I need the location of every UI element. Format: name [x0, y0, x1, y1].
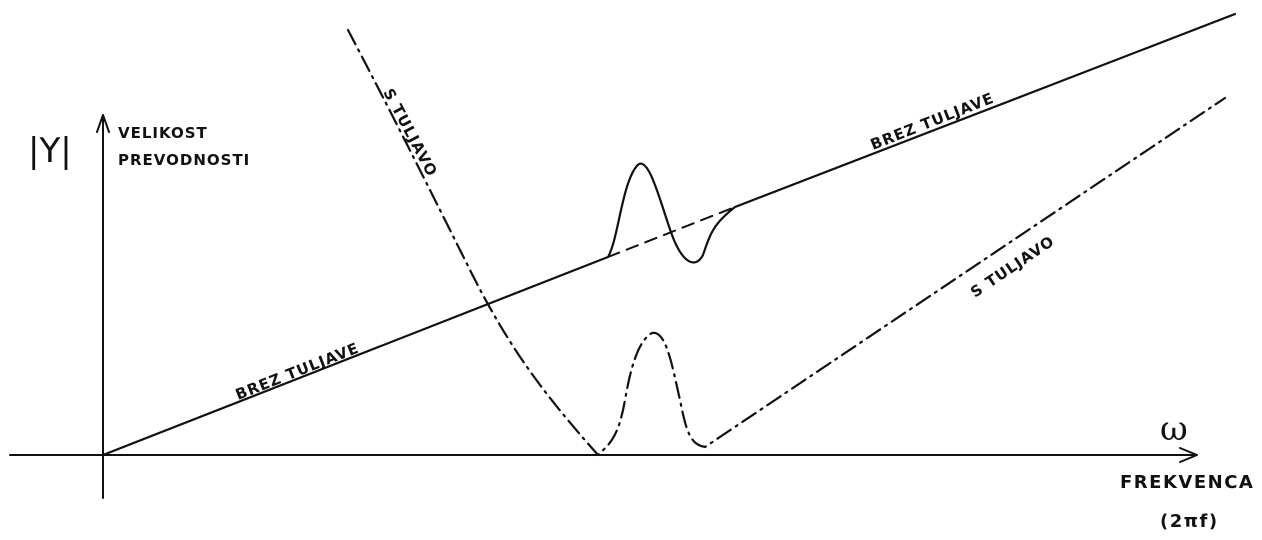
y-axis-label-line1: VELIKOST — [118, 124, 208, 142]
x-axis-symbol: ω — [1160, 409, 1188, 449]
curve-without-coil-baseline — [607, 206, 736, 258]
label-without-coil-lower: BREZ TULJAVE — [233, 339, 362, 404]
x-axis-label-line2: (2πf) — [1160, 511, 1219, 532]
x-axis-arrowhead — [1179, 447, 1198, 463]
curve-with-coil — [346, 28, 1227, 457]
y-axis-arrowhead — [96, 114, 110, 133]
x-axis-label-line1: FREKVENCA — [1120, 472, 1254, 493]
y-axis-symbol: |Y| — [28, 131, 72, 171]
label-with-coil-lower: S TULJAVO — [967, 232, 1058, 301]
label-without-coil-upper: BREZ TULJAVE — [868, 89, 997, 154]
label-with-coil-upper: S TULJAVO — [379, 85, 441, 179]
curve-without-coil — [101, 12, 1237, 457]
y-axis-label-line2: PREVODNOSTI — [118, 151, 250, 169]
